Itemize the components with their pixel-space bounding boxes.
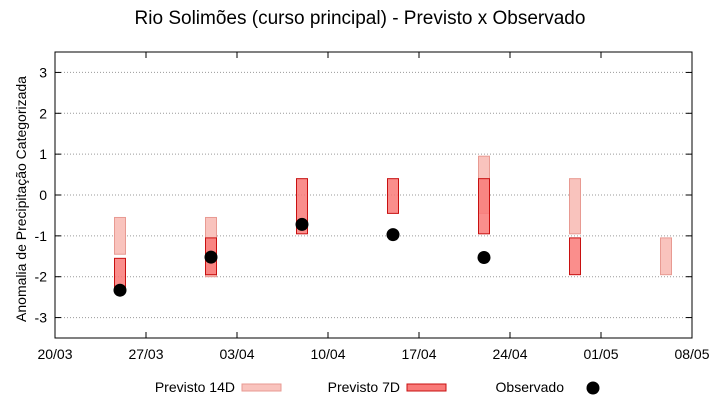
legend-swatch-7d bbox=[406, 383, 447, 392]
legend: Previsto 14D Previsto 7D Observado bbox=[155, 379, 600, 395]
x-tick-label: 27/03 bbox=[128, 346, 163, 362]
previsto-14d-layer bbox=[114, 155, 672, 278]
observado-point bbox=[295, 217, 309, 231]
previsto-7d-bar bbox=[478, 178, 490, 235]
grid-layer bbox=[55, 71, 692, 319]
y-tick-label: -1 bbox=[35, 228, 48, 244]
previsto-7d-bar bbox=[569, 237, 581, 276]
y-tick-label: 1 bbox=[39, 146, 47, 162]
y-tick-label: 3 bbox=[39, 64, 47, 80]
ticks-layer: -3 -2 -1 0 1 2 3 20/03 27/03 03/04 10/04 17/04 24/04… bbox=[35, 52, 710, 362]
observado-point bbox=[204, 250, 218, 264]
previsto-7d-bar bbox=[296, 178, 308, 235]
chart-title: Rio Solimões (curso principal) - Previst… bbox=[134, 8, 586, 29]
observado-point bbox=[113, 283, 127, 297]
x-tick-label: 17/04 bbox=[401, 346, 436, 362]
y-tick-label: 0 bbox=[39, 187, 47, 203]
previsto-14d-bar bbox=[569, 178, 581, 235]
x-tick-label: 08/05 bbox=[674, 346, 709, 362]
x-tick-label: 03/04 bbox=[219, 346, 254, 362]
y-tick-label: 2 bbox=[39, 105, 47, 121]
observado-layer bbox=[113, 217, 491, 297]
observado-point bbox=[477, 251, 491, 265]
x-tick-label: 24/04 bbox=[492, 346, 527, 362]
x-tick-label: 10/04 bbox=[310, 346, 345, 362]
observado-point bbox=[386, 228, 400, 242]
legend-label: Previsto 14D bbox=[155, 379, 235, 395]
previsto-7d-bar bbox=[387, 178, 399, 214]
legend-label: Previsto 7D bbox=[328, 379, 400, 395]
legend-swatch-14d bbox=[241, 383, 282, 392]
x-tick-label: 01/05 bbox=[583, 346, 618, 362]
legend-label: Observado bbox=[496, 379, 565, 395]
previsto-14d-bar bbox=[660, 237, 672, 276]
x-tick-label: 20/03 bbox=[37, 346, 72, 362]
legend-swatch-observado bbox=[586, 381, 600, 395]
previsto-14d-bar bbox=[114, 216, 126, 255]
y-tick-label: -3 bbox=[35, 310, 48, 326]
y-axis-label: Anomalia de Precipitação Categorizada bbox=[13, 76, 29, 322]
y-tick-label: -2 bbox=[35, 269, 48, 285]
